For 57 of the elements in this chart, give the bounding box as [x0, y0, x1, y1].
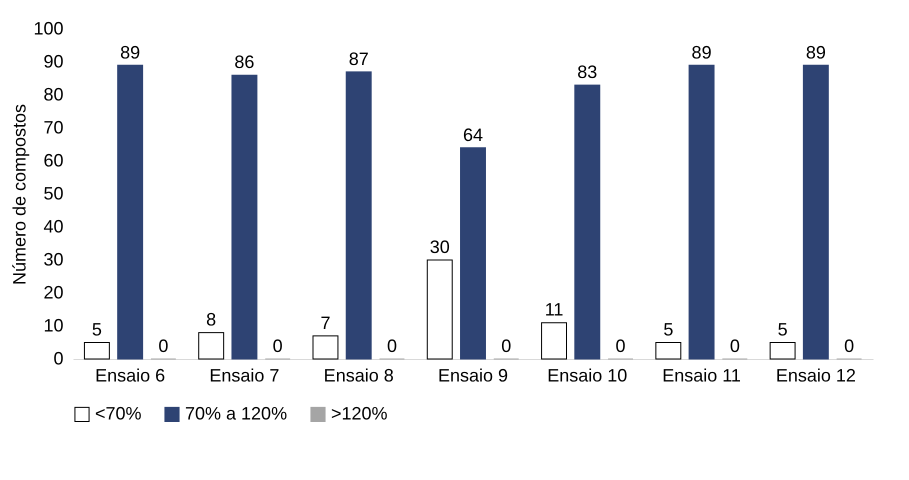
y-tick-label: 40: [43, 216, 64, 236]
data-label: 64: [462, 124, 484, 145]
data-label: 89: [692, 42, 712, 62]
data-label: 0: [501, 336, 512, 356]
data-label: 0: [844, 336, 854, 356]
data-label: 30: [430, 237, 450, 257]
data-label: 83: [577, 62, 598, 82]
data-label: 0: [386, 336, 397, 356]
x-tick-label: Ensaio 11: [662, 366, 741, 386]
y-tick-label: 30: [43, 250, 64, 270]
legend-label: >120%: [331, 403, 388, 424]
data-label: 5: [778, 320, 788, 340]
bar: [541, 322, 568, 360]
y-tick-label: 20: [43, 282, 64, 302]
bar: [117, 64, 144, 360]
x-tick-label: Ensaio 6: [95, 366, 166, 386]
x-tick-label: Ensaio 9: [438, 366, 508, 386]
y-axis-title: Número de compostos: [9, 104, 30, 286]
y-tick-label: 10: [43, 316, 64, 336]
x-tick-label: Ensaio 8: [324, 366, 394, 386]
bar: [460, 147, 486, 360]
data-label: 0: [616, 336, 626, 356]
data-label: 89: [806, 42, 826, 62]
y-tick-label: 50: [43, 184, 64, 204]
data-label: 86: [234, 52, 254, 72]
legend-label: <70%: [95, 403, 142, 424]
x-tick-label: Ensaio 12: [776, 366, 856, 386]
bar: [574, 84, 600, 360]
bar: [802, 64, 829, 360]
legend-label: 70% a 120%: [185, 403, 288, 424]
y-tick-label: 80: [43, 84, 64, 104]
bar: [655, 342, 682, 360]
y-tick-label: 70: [43, 118, 64, 138]
bar: [198, 332, 224, 360]
y-tick-label: 100: [33, 18, 64, 38]
data-label: 0: [272, 336, 283, 356]
y-tick-label: 90: [43, 52, 64, 72]
y-tick-label: 60: [43, 150, 64, 170]
bar: [346, 71, 372, 360]
x-tick-label: Ensaio 10: [547, 366, 628, 386]
data-label: 11: [544, 300, 564, 320]
data-label: 5: [663, 320, 674, 340]
data-label: 0: [730, 336, 740, 356]
data-label: 7: [320, 312, 330, 333]
bar: [426, 260, 453, 360]
data-label: 0: [158, 336, 168, 356]
bar: [231, 74, 258, 360]
data-label: 5: [92, 320, 102, 340]
data-label: 87: [348, 48, 369, 69]
bar: [312, 335, 338, 360]
bar: [84, 342, 110, 360]
x-tick-label: Ensaio 7: [209, 366, 280, 386]
y-tick-label: 0: [53, 348, 64, 368]
bar: [770, 342, 796, 360]
data-label: 89: [120, 42, 140, 62]
bar: [688, 64, 715, 360]
data-label: 8: [206, 310, 216, 330]
